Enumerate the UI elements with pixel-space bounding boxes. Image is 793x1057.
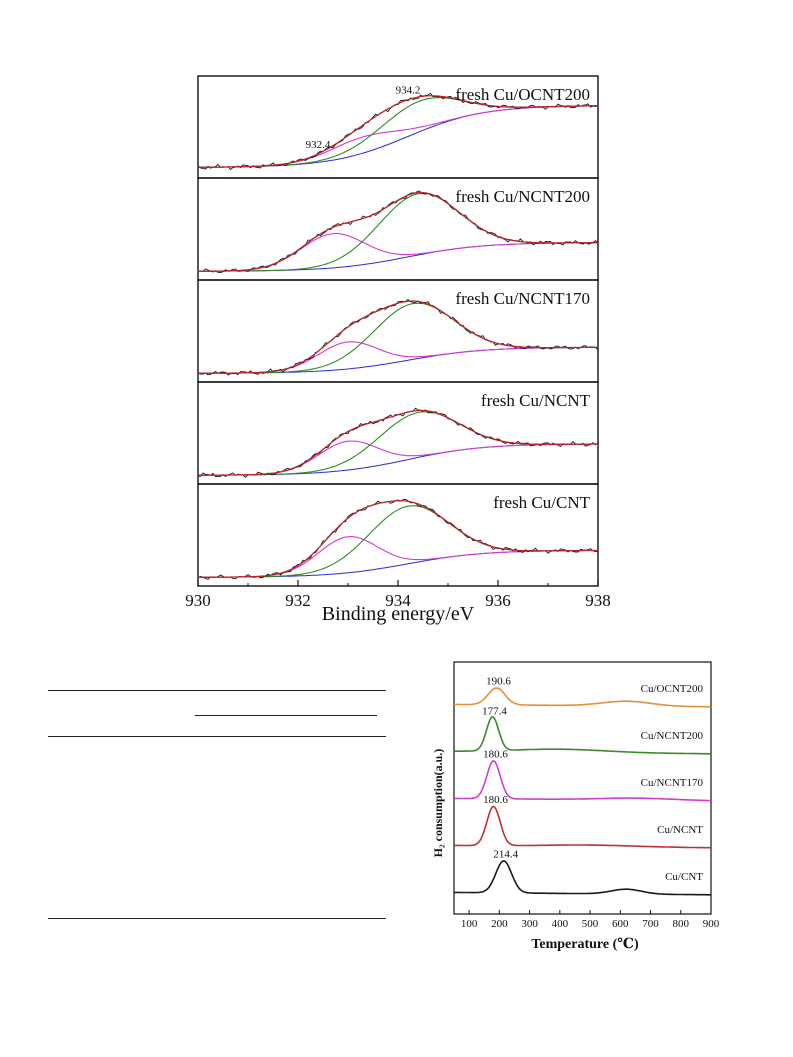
tpr-x-tick-label: 600 (612, 918, 629, 930)
tpr-x-tick-label: 700 (642, 918, 659, 930)
table-top-rule (48, 690, 386, 691)
fit-peak-1 (198, 536, 598, 578)
xps-panel: fresh Cu/NCNT200 (197, 177, 599, 281)
tpr-series: 214.4 Cu/CNT (454, 848, 711, 896)
raw-spectrum (197, 299, 599, 376)
tpr-x-tick-label: 500 (582, 918, 599, 930)
background-line (198, 443, 598, 476)
tpr-peak-label: 190.6 (486, 676, 511, 688)
tpr-series-name: Cu/NCNT (657, 824, 703, 836)
xps-panel: fresh Cu/CNT (197, 483, 599, 587)
tpr-series-line (454, 805, 712, 849)
xps-x-axis-label: Binding energy/eV (322, 603, 475, 625)
tpr-frame (453, 661, 712, 915)
x-tick-label: 938 (585, 591, 611, 610)
x-tick-label: 936 (485, 591, 511, 610)
background-line (198, 550, 598, 578)
panel-label: fresh Cu/CNT (493, 493, 590, 512)
x-tick-label: 930 (185, 591, 211, 610)
fit-envelope (198, 191, 598, 272)
xps-x-axis: 930 932 934 936 938 (185, 580, 611, 610)
table-header-subrule (195, 715, 377, 716)
tpr-series: 190.6 Cu/OCNT200 (454, 676, 711, 708)
peak-annotation: 932.4 (306, 139, 331, 151)
tpr-peak-label: 180.6 (483, 748, 508, 760)
tpr-chart: 190.6Cu/OCNT200177.4Cu/NCNT200180.6Cu/NC… (431, 661, 720, 952)
background-line (198, 346, 598, 374)
fit-peak-2 (198, 302, 598, 374)
tpr-series: 180.6 Cu/NCNT170 (454, 748, 712, 802)
xps-panel: fresh Cu/NCNT170 (197, 279, 599, 383)
fit-peak-1 (198, 440, 598, 476)
raw-spectrum (197, 407, 599, 478)
tpr-peak-label: 177.4 (482, 705, 507, 717)
tpr-y-axis-label: H₂ consumption(a.u.) (431, 749, 445, 858)
background-line (198, 105, 598, 168)
fit-envelope (198, 300, 598, 374)
fit-envelope (198, 409, 598, 476)
table-header-rule (48, 736, 386, 737)
tpr-plot: 190.6Cu/OCNT200177.4Cu/NCNT200180.6Cu/NC… (453, 661, 720, 930)
tpr-x-tick-label: 100 (461, 918, 478, 930)
tpr-series-name: Cu/NCNT200 (641, 730, 704, 742)
xps-panel: fresh Cu/OCNT200 932.4 934.2 (197, 75, 599, 179)
fit-peak-2 (198, 97, 598, 168)
fit-peak-2 (198, 411, 598, 476)
fit-peak-1 (198, 233, 598, 272)
table-bottom-rule (48, 918, 386, 919)
tpr-series: 180.6 Cu/NCNT (454, 794, 712, 849)
tpr-peak-label: 214.4 (493, 848, 518, 860)
panel-label: fresh Cu/NCNT (481, 391, 591, 410)
tpr-x-tick-label: 400 (552, 918, 569, 930)
tpr-series-name: Cu/NCNT170 (641, 777, 704, 789)
panel-label: fresh Cu/NCNT170 (455, 289, 590, 308)
background-line (198, 242, 598, 272)
xps-panels: fresh Cu/OCNT200 932.4 934.2 fresh Cu/NCNT2… (197, 75, 599, 587)
peak-annotation: 934.2 (396, 85, 421, 97)
tpr-x-axis-label: Temperature (℃) (531, 937, 639, 952)
x-tick-label: 934 (385, 591, 411, 610)
tpr-x-tick-label: 800 (673, 918, 690, 930)
tpr-x-tick-label: 200 (491, 918, 508, 930)
xps-panel: fresh Cu/NCNT (197, 381, 599, 485)
panel-label: fresh Cu/NCNT200 (455, 187, 590, 206)
xps-chart: fresh Cu/OCNT200 932.4 934.2 fresh Cu/NCNT2… (185, 75, 611, 625)
fit-peak-1 (198, 105, 598, 168)
tpr-series-line (454, 860, 711, 896)
fit-envelope (198, 500, 598, 578)
tpr-x-tick-label: 300 (521, 918, 538, 930)
fit-envelope (198, 95, 598, 168)
tpr-peak-label: 180.6 (483, 794, 508, 806)
raw-spectrum (197, 92, 599, 171)
tpr-series-line (454, 687, 711, 708)
x-tick-label: 932 (285, 591, 311, 610)
tpr-x-tick-label: 900 (703, 918, 720, 930)
tpr-series: 177.4 Cu/NCNT200 (454, 705, 711, 755)
fit-peak-2 (198, 505, 598, 578)
tpr-series-line (454, 759, 712, 802)
tpr-series-line (454, 716, 711, 755)
panel-label: fresh Cu/OCNT200 (455, 85, 590, 104)
tpr-series-name: Cu/CNT (665, 871, 703, 883)
tpr-series-name: Cu/OCNT200 (641, 683, 704, 695)
